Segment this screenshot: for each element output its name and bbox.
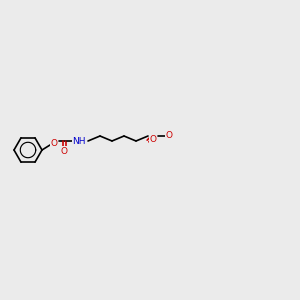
Text: O: O <box>149 134 157 143</box>
Text: O: O <box>50 139 58 148</box>
Text: O: O <box>61 146 68 155</box>
Text: O: O <box>166 131 172 140</box>
Text: NH: NH <box>72 136 86 146</box>
